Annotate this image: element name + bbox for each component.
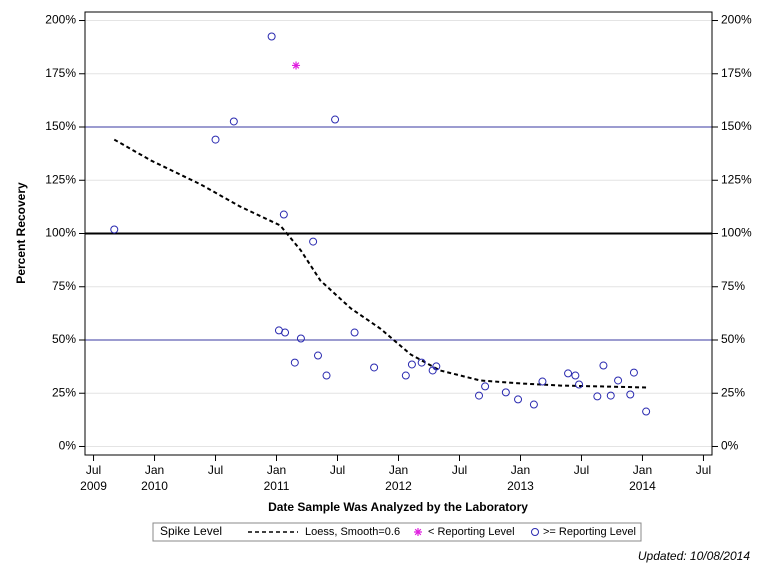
y2-tick-label: 175% bbox=[721, 66, 752, 80]
x-tick-label: Jul 2009 bbox=[80, 463, 107, 493]
x-tick-label: Jul bbox=[208, 463, 223, 477]
y-tick-label: 125% bbox=[45, 172, 76, 186]
legend-label: < Reporting Level bbox=[428, 526, 515, 538]
circle-marker bbox=[642, 407, 651, 416]
circle-marker bbox=[614, 376, 623, 385]
y2-tick-label: 100% bbox=[721, 226, 752, 240]
legend-label: >= Reporting Level bbox=[543, 526, 636, 538]
y-tick-label: 75% bbox=[52, 279, 76, 293]
circle-marker bbox=[475, 391, 484, 400]
y2-tick-label: 50% bbox=[721, 332, 745, 346]
y-tick-label: 175% bbox=[45, 66, 76, 80]
circle-marker bbox=[313, 351, 322, 360]
circle-marker bbox=[370, 363, 379, 372]
circle-marker bbox=[322, 371, 331, 380]
x-axis-label: Date Sample Was Analyzed by the Laborato… bbox=[268, 500, 528, 514]
legend-circle bbox=[531, 528, 539, 536]
circle-marker bbox=[229, 117, 238, 126]
circle-marker bbox=[211, 135, 220, 144]
footnote: Updated: 10/08/2014 bbox=[638, 549, 750, 563]
circle-marker bbox=[290, 358, 299, 367]
circle-marker bbox=[331, 115, 340, 124]
y2-tick-label: 75% bbox=[721, 279, 745, 293]
x-tick-label: Jan 2012 bbox=[385, 463, 412, 493]
y-tick-label: 200% bbox=[45, 13, 76, 27]
circle-marker bbox=[629, 368, 638, 377]
circle-marker bbox=[401, 371, 410, 380]
circle-marker bbox=[281, 328, 290, 337]
y-tick-label: 25% bbox=[52, 385, 76, 399]
x-tick-label: Jan 2013 bbox=[507, 463, 534, 493]
circle-marker bbox=[110, 225, 119, 234]
legend-title: Spike Level bbox=[160, 524, 222, 538]
circle-marker bbox=[417, 358, 426, 367]
circle-marker bbox=[481, 382, 490, 391]
circle-marker bbox=[514, 395, 523, 404]
circle-marker bbox=[407, 360, 416, 369]
circle-marker bbox=[599, 361, 608, 370]
x-tick-label: Jan 2010 bbox=[141, 463, 168, 493]
y-tick-label: 0% bbox=[59, 439, 77, 453]
circle-marker bbox=[606, 391, 615, 400]
circle-marker bbox=[626, 390, 635, 399]
y2-tick-label: 25% bbox=[721, 385, 745, 399]
circle-marker bbox=[309, 237, 318, 246]
circle-marker bbox=[501, 388, 510, 397]
circle-marker bbox=[432, 362, 441, 371]
circle-marker bbox=[279, 210, 288, 219]
circle-marker bbox=[267, 32, 276, 41]
y-axis-label: Percent Recovery bbox=[14, 182, 28, 284]
circle-marker bbox=[350, 328, 359, 337]
circle-marker bbox=[564, 369, 573, 378]
circle-marker bbox=[296, 334, 305, 343]
legend-box bbox=[152, 522, 642, 542]
y-tick-label: 150% bbox=[45, 119, 76, 133]
plot-frame bbox=[84, 11, 713, 456]
x-tick-label: Jan 2011 bbox=[264, 463, 290, 493]
circle-marker bbox=[593, 392, 602, 401]
y-tick-label: 50% bbox=[52, 332, 76, 346]
y2-tick-label: 150% bbox=[721, 119, 752, 133]
y2-tick-label: 125% bbox=[721, 172, 752, 186]
x-tick-label: Jul bbox=[330, 463, 345, 477]
x-tick-label: Jul bbox=[696, 463, 711, 477]
circle-marker bbox=[575, 380, 584, 389]
circle-marker bbox=[529, 400, 538, 409]
x-tick-label: Jan 2014 bbox=[629, 463, 656, 493]
y-tick-label: 100% bbox=[45, 226, 76, 240]
legend-star bbox=[414, 528, 422, 536]
y2-tick-label: 0% bbox=[721, 439, 739, 453]
star-marker bbox=[292, 61, 301, 70]
x-tick-label: Jul bbox=[574, 463, 589, 477]
legend-label: Loess, Smooth=0.6 bbox=[305, 526, 400, 538]
circle-marker bbox=[538, 377, 547, 386]
circle-marker bbox=[571, 371, 580, 380]
x-tick-label: Jul bbox=[452, 463, 467, 477]
y2-tick-label: 200% bbox=[721, 13, 752, 27]
